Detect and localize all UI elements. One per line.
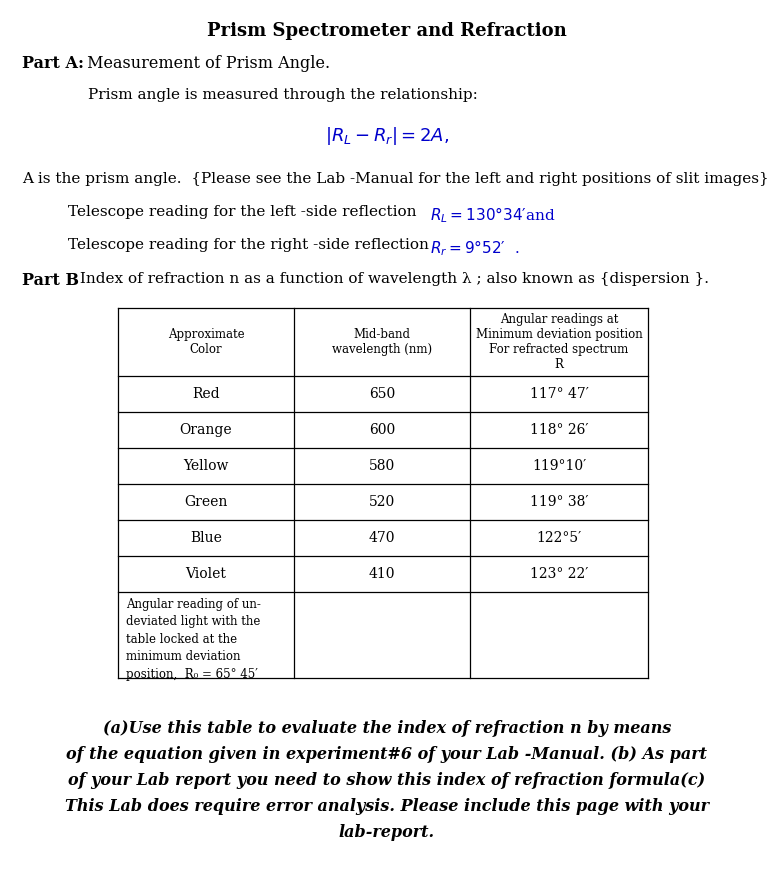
Text: Mid-band
wavelength (nm): Mid-band wavelength (nm): [332, 328, 432, 356]
Text: Prism angle is measured through the relationship:: Prism angle is measured through the rela…: [88, 88, 478, 102]
Text: Approximate
Color: Approximate Color: [167, 328, 244, 356]
Text: Part A:: Part A:: [22, 55, 84, 72]
Text: $R_L =130°34′$and: $R_L =130°34′$and: [430, 205, 556, 224]
Text: A is the prism angle.  {Please see the Lab -Manual for the left and right positi: A is the prism angle. {Please see the La…: [22, 172, 769, 186]
Text: 600: 600: [369, 423, 395, 437]
Text: Part B: Part B: [22, 272, 79, 289]
Text: 119° 38′: 119° 38′: [530, 495, 588, 509]
Text: Blue: Blue: [190, 531, 222, 545]
Text: Telescope reading for the right -side reflection: Telescope reading for the right -side re…: [68, 238, 439, 252]
Text: Green: Green: [184, 495, 228, 509]
Text: 122°5′: 122°5′: [536, 531, 581, 545]
Text: Telescope reading for the left -side reflection: Telescope reading for the left -side ref…: [68, 205, 426, 219]
Text: lab-report.: lab-report.: [339, 824, 435, 841]
Text: $R_r = 9° 52′$  .: $R_r = 9° 52′$ .: [430, 238, 519, 258]
Text: Yellow: Yellow: [184, 459, 229, 473]
Text: Violet: Violet: [185, 567, 226, 581]
Text: 117° 47′: 117° 47′: [529, 387, 588, 401]
Text: 118° 26′: 118° 26′: [530, 423, 588, 437]
Text: 520: 520: [369, 495, 395, 509]
Text: 650: 650: [369, 387, 395, 401]
Text: (a)Use this table to evaluate the index of refraction n by means: (a)Use this table to evaluate the index …: [103, 720, 671, 737]
Text: of your Lab report you need to show this index of refraction formula(c): of your Lab report you need to show this…: [68, 772, 705, 789]
Text: 123° 22′: 123° 22′: [530, 567, 588, 581]
Text: 580: 580: [369, 459, 395, 473]
Text: Prism Spectrometer and Refraction: Prism Spectrometer and Refraction: [207, 22, 567, 40]
Text: Red: Red: [192, 387, 220, 401]
Text: Measurement of Prism Angle.: Measurement of Prism Angle.: [82, 55, 330, 72]
Text: Index of refraction n as a function of wavelength λ ; also known as {dispersion : Index of refraction n as a function of w…: [75, 272, 709, 286]
Text: of the equation given in experiment#6 of your Lab -Manual. (b) As part: of the equation given in experiment#6 of…: [67, 746, 708, 763]
Text: Angular readings at
Minimum deviation position
For refracted spectrum
R: Angular readings at Minimum deviation po…: [476, 313, 642, 371]
Text: Angular reading of un-
deviated light with the
table locked at the
minimum devia: Angular reading of un- deviated light wi…: [126, 598, 261, 681]
Text: $|R_L - R_r| = 2A,$: $|R_L - R_r| = 2A,$: [325, 125, 449, 147]
Text: 410: 410: [369, 567, 395, 581]
Text: Orange: Orange: [180, 423, 232, 437]
Text: 119°10′: 119°10′: [532, 459, 586, 473]
Text: 470: 470: [369, 531, 395, 545]
Text: This Lab does require error analysis. Please include this page with your: This Lab does require error analysis. Pl…: [65, 798, 709, 815]
